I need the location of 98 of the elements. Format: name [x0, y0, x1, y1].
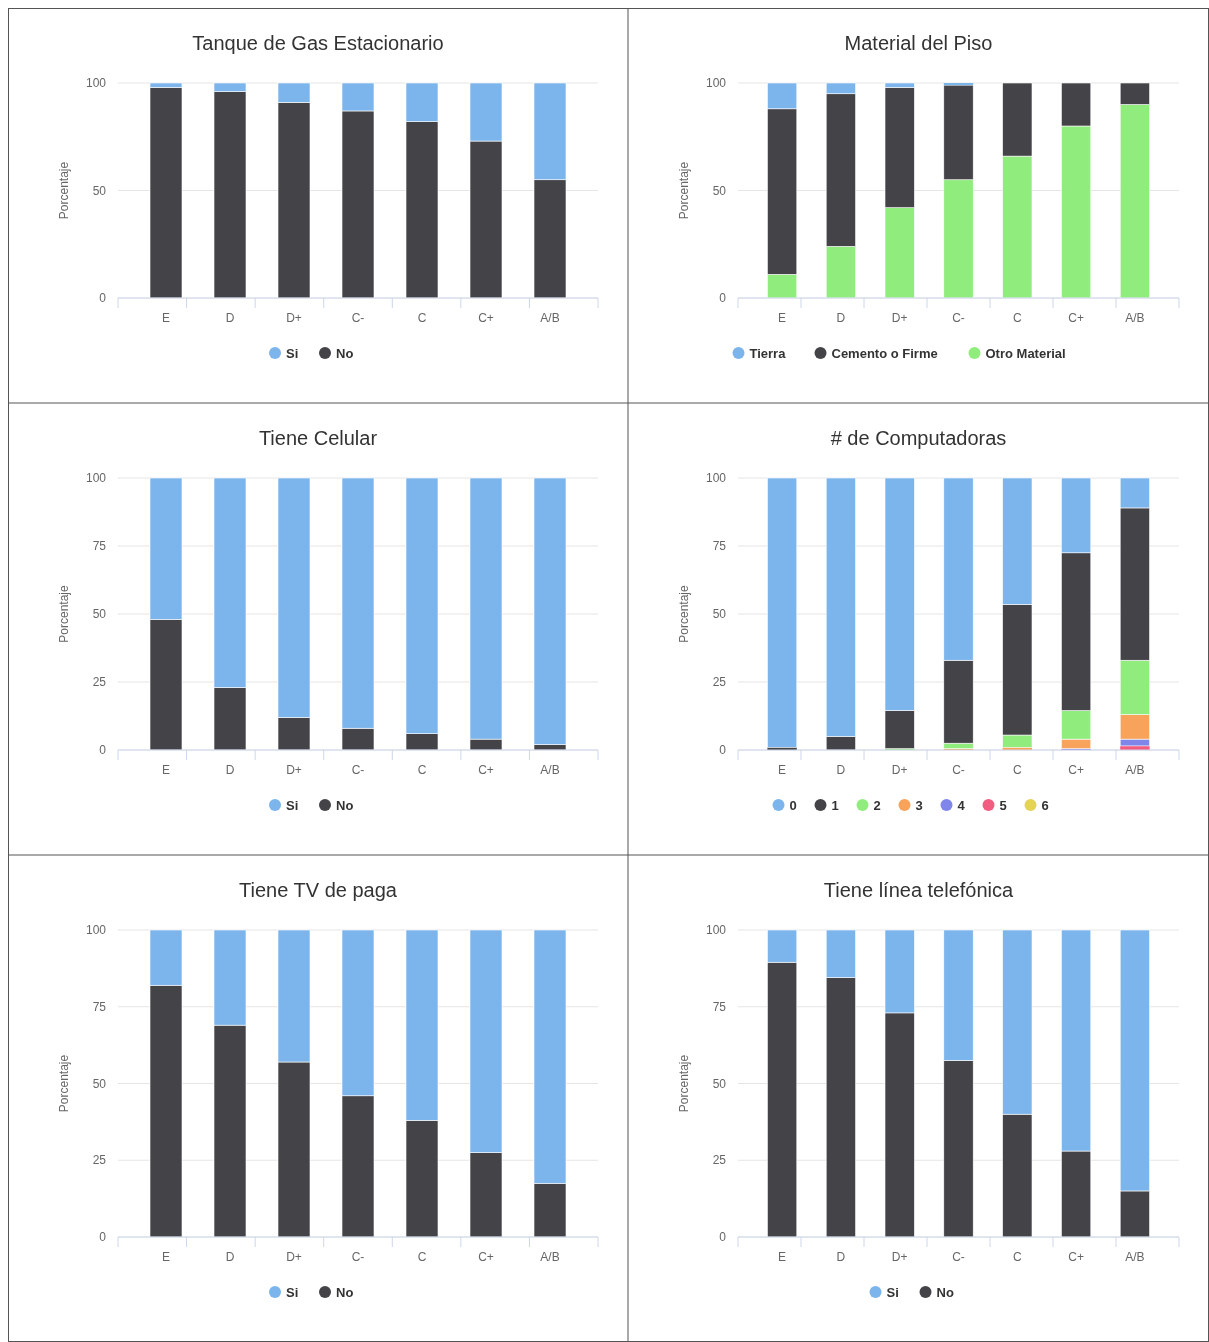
chart-title: Tiene línea telefónica [823, 879, 1015, 901]
y-tick-label: 75 [712, 999, 727, 1014]
x-tick-label: C [417, 311, 427, 325]
legend-label: Cemento o Firme [831, 345, 938, 361]
x-tick-label: C+ [478, 1250, 494, 1264]
y-tick-label: 25 [92, 1153, 107, 1168]
x-tick-label: C [1012, 1250, 1022, 1264]
x-tick-label: E [161, 311, 171, 325]
y-tick-label: 0 [719, 291, 727, 306]
legend-label: 2 [873, 797, 881, 813]
legend-label: Si [886, 1284, 899, 1300]
x-tick-label: C+ [1068, 763, 1084, 777]
x-tick-label: D [225, 763, 235, 777]
legend-label: No [336, 797, 354, 813]
legend-label: 0 [789, 797, 797, 813]
y-tick-label: 0 [99, 1230, 107, 1245]
chart-title: Tanque de Gas Estacionario [192, 32, 444, 54]
x-tick-label: C+ [1068, 311, 1084, 325]
legend-label: No [936, 1284, 954, 1300]
y-tick-label: 50 [92, 607, 107, 622]
x-tick-label: E [778, 311, 787, 325]
x-tick-label: C [1012, 763, 1022, 777]
y-tick-label: 25 [712, 1153, 727, 1168]
x-tick-label: C [417, 1250, 427, 1264]
chart-title: Material del Piso [844, 32, 993, 54]
x-tick-label: A/B [1125, 763, 1145, 777]
legend-label: Si [286, 797, 299, 813]
x-tick-label: D [225, 311, 235, 325]
y-axis-title: Porcentaje [677, 584, 691, 643]
x-tick-label: A/B [540, 763, 560, 777]
x-tick-label: D+ [286, 311, 302, 325]
y-tick-label: 100 [85, 923, 107, 938]
y-tick-label: 0 [719, 1230, 727, 1245]
x-tick-label: C- [351, 311, 365, 325]
y-tick-label: 50 [92, 1076, 107, 1091]
x-tick-label: C+ [478, 311, 494, 325]
x-tick-label: D+ [891, 1250, 908, 1264]
x-tick-label: D [836, 1250, 846, 1264]
y-tick-label: 25 [712, 675, 727, 690]
x-tick-label: D+ [891, 763, 908, 777]
x-tick-label: A/B [1125, 1250, 1145, 1264]
y-axis-title: Porcentaje [677, 161, 691, 220]
x-tick-label: E [778, 1250, 787, 1264]
y-tick-label: 25 [92, 675, 107, 690]
x-tick-label: C- [351, 1250, 365, 1264]
y-axis-title: Porcentaje [677, 1054, 691, 1113]
x-tick-label: D [225, 1250, 235, 1264]
x-tick-label: E [778, 763, 787, 777]
legend-label: Otro Material [985, 345, 1066, 361]
x-tick-label: E [161, 763, 171, 777]
y-tick-label: 100 [85, 471, 107, 486]
x-tick-label: C- [952, 1250, 965, 1264]
legend-label: 5 [999, 797, 1007, 813]
x-tick-label: E [161, 1250, 171, 1264]
y-tick-label: 50 [712, 607, 727, 622]
legend-label: Si [286, 345, 299, 361]
legend-label: 4 [957, 797, 966, 813]
x-tick-label: C- [351, 763, 365, 777]
y-tick-label: 50 [712, 183, 727, 198]
y-tick-label: 100 [705, 923, 727, 938]
y-tick-label: 0 [719, 743, 727, 758]
legend-label: Si [286, 1284, 299, 1300]
y-axis-title: Porcentaje [57, 1054, 71, 1113]
chart-title: Tiene TV de paga [239, 879, 398, 901]
x-tick-label: C- [952, 311, 965, 325]
x-tick-label: D [836, 311, 846, 325]
x-tick-label: C [417, 763, 427, 777]
legend-label: No [336, 345, 354, 361]
y-tick-label: 0 [99, 291, 107, 306]
y-tick-label: 75 [92, 999, 107, 1014]
x-tick-label: C- [952, 763, 965, 777]
legend-label: Tierra [749, 345, 787, 361]
legend-label: No [336, 1284, 354, 1300]
x-tick-label: D [836, 763, 846, 777]
y-tick-label: 50 [712, 1076, 727, 1091]
x-tick-label: C+ [478, 763, 494, 777]
x-tick-label: D+ [286, 763, 302, 777]
y-tick-label: 0 [99, 743, 107, 758]
y-tick-label: 100 [705, 471, 727, 486]
x-tick-label: C [1012, 311, 1022, 325]
y-tick-label: 100 [705, 76, 727, 91]
legend-label: 3 [915, 797, 923, 813]
x-tick-label: A/B [540, 1250, 560, 1264]
y-tick-label: 50 [92, 183, 107, 198]
chart-title: Tiene Celular [258, 427, 378, 449]
y-tick-label: 100 [85, 76, 107, 91]
x-tick-label: A/B [540, 311, 560, 325]
x-tick-label: A/B [1125, 311, 1145, 325]
chart-title: # de Computadoras [830, 427, 1007, 449]
x-tick-label: C+ [1068, 1250, 1084, 1264]
legend-label: 6 [1041, 797, 1049, 813]
y-tick-label: 75 [712, 539, 727, 554]
y-axis-title: Porcentaje [57, 161, 71, 220]
legend-label: 1 [831, 797, 839, 813]
y-tick-label: 75 [92, 539, 107, 554]
x-tick-label: D+ [891, 311, 908, 325]
y-axis-title: Porcentaje [57, 584, 71, 643]
x-tick-label: D+ [286, 1250, 302, 1264]
